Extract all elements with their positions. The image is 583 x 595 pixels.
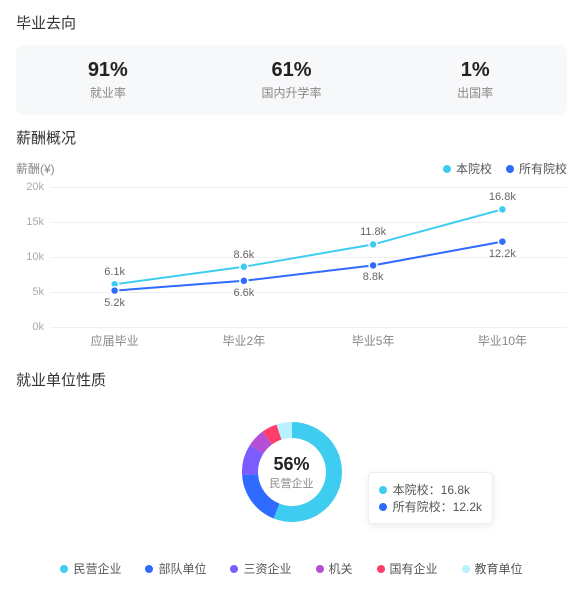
legend-label: 机关 [329, 560, 353, 577]
salary-section: 薪酬概况 [0, 115, 583, 148]
tooltip-dot-icon [379, 503, 387, 511]
salary-legend: 本院校 所有院校 [443, 160, 567, 177]
salary-chart: 薪酬(¥) 本院校 所有院校 0k 5k 10k 15k 20k 6.1k 8.6k 11.8… [0, 160, 583, 357]
point-label: 6.1k [104, 266, 125, 278]
stat-item: 61% 国内升学率 [200, 59, 384, 101]
data-point[interactable] [498, 238, 506, 246]
y-tick-label: 5k [32, 286, 44, 298]
data-point[interactable] [498, 205, 506, 213]
salary-chart-header: 薪酬(¥) 本院校 所有院校 [16, 160, 567, 177]
x-tick-label: 应届毕业 [50, 332, 179, 349]
salary-axis-title: 薪酬(¥) [16, 160, 55, 177]
donut-center: 56% 民营企业 [270, 454, 314, 491]
stat-item: 91% 就业率 [16, 59, 200, 101]
chart-tooltip: 本院校：16.8k所有院校：12.2k [368, 472, 493, 524]
point-label: 8.8k [363, 271, 384, 283]
tooltip-dot-icon [379, 486, 387, 494]
legend-label: 教育单位 [475, 560, 523, 577]
point-label: 16.8k [489, 191, 516, 203]
legend-item[interactable]: 国有企业 [377, 560, 438, 577]
legend-item[interactable]: 民营企业 [60, 560, 121, 577]
data-point[interactable] [369, 261, 377, 269]
stat-value: 61% [200, 59, 384, 82]
tooltip-text: 所有院校：12.2k [393, 498, 482, 515]
x-axis-labels: 应届毕业毕业2年毕业5年毕业10年 [50, 332, 567, 349]
tooltip-row: 本院校：16.8k [379, 481, 482, 498]
point-label: 12.2k [489, 248, 516, 260]
legend-item[interactable]: 三资企业 [230, 560, 291, 577]
legend-item[interactable]: 部队单位 [145, 560, 206, 577]
legend-dot-icon [462, 565, 470, 573]
data-point[interactable] [369, 240, 377, 248]
x-tick-label: 毕业2年 [179, 332, 308, 349]
legend-dot-icon [377, 565, 385, 573]
y-tick-label: 20k [26, 181, 44, 193]
data-point[interactable] [240, 263, 248, 271]
x-tick-label: 毕业5年 [309, 332, 438, 349]
legend-item[interactable]: 教育单位 [462, 560, 523, 577]
legend-label: 三资企业 [243, 560, 291, 577]
legend-dot-icon [316, 565, 324, 573]
x-tick-label: 毕业10年 [438, 332, 567, 349]
employer-section: 就业单位性质 [0, 357, 583, 390]
y-tick-label: 10k [26, 251, 44, 263]
stat-item: 1% 出国率 [383, 59, 567, 101]
donut-chart: 56% 民营企业 本院校：16.8k所有院校：12.2k [0, 402, 583, 542]
stat-label: 出国率 [383, 84, 567, 101]
legend-label: 部队单位 [158, 560, 206, 577]
donut-center-value: 56% [270, 454, 314, 475]
employer-title: 就业单位性质 [16, 369, 567, 390]
data-point[interactable] [111, 287, 119, 295]
stat-label: 就业率 [16, 84, 200, 101]
legend-item[interactable]: 本院校 [443, 160, 492, 177]
salary-title: 薪酬概况 [16, 127, 567, 148]
donut-center-label: 民营企业 [270, 475, 314, 491]
legend-label: 民营企业 [73, 560, 121, 577]
line-chart-area: 0k5k10k15k20k 6.1k8.6k11.8k16.8k5.2k6.6k… [16, 187, 567, 357]
stat-value: 1% [383, 59, 567, 82]
point-label: 5.2k [104, 297, 125, 309]
tooltip-row: 所有院校：12.2k [379, 498, 482, 515]
y-tick-label: 15k [26, 216, 44, 228]
stat-label: 国内升学率 [200, 84, 384, 101]
y-tick-label: 0k [32, 321, 44, 333]
legend-dot-icon [230, 565, 238, 573]
point-label: 6.6k [233, 287, 254, 299]
plot-area: 6.1k 8.6k 11.8k 16.8k 5.2k 6.6k 8.8k 12.2k [50, 187, 567, 327]
graduation-title: 毕业去向 [16, 12, 567, 33]
legend-item[interactable]: 机关 [316, 560, 353, 577]
legend-label: 所有院校 [519, 160, 567, 177]
legend-dot-icon [145, 565, 153, 573]
graduation-stats-card: 91% 就业率61% 国内升学率 1% 出国率 [16, 45, 567, 115]
employer-legend: 民营企业 部队单位 三资企业 机关 国有企业 教育单位 [0, 542, 583, 595]
series-line [115, 242, 503, 291]
legend-dot-icon [443, 165, 451, 173]
tooltip-text: 本院校：16.8k [393, 481, 470, 498]
stat-value: 91% [16, 59, 200, 82]
point-label: 8.6k [233, 249, 254, 261]
point-label: 11.8k [360, 226, 386, 238]
data-point[interactable] [240, 277, 248, 285]
legend-item[interactable]: 所有院校 [506, 160, 567, 177]
legend-label: 本院校 [456, 160, 492, 177]
legend-label: 国有企业 [390, 560, 438, 577]
grid-line [50, 327, 567, 328]
legend-dot-icon [506, 165, 514, 173]
y-axis-labels: 0k5k10k15k20k [16, 187, 44, 327]
legend-dot-icon [60, 565, 68, 573]
graduation-section: 毕业去向 [0, 0, 583, 33]
